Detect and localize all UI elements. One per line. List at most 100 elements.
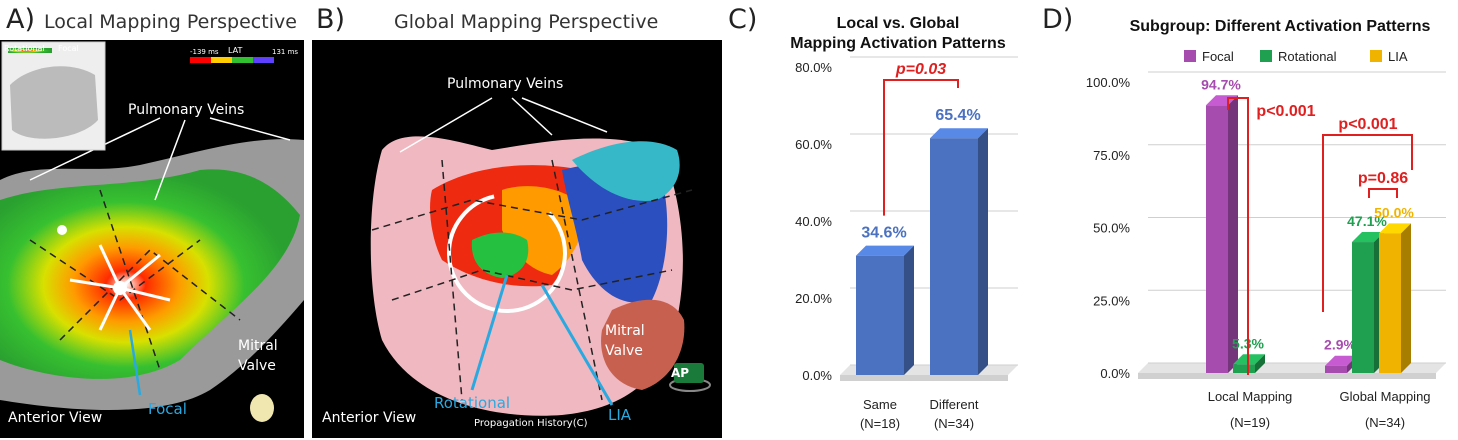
- rotational-label: Rotational: [434, 394, 511, 412]
- chart-d-value-label: 47.1%: [1347, 213, 1387, 229]
- chart-d-pvalue-bracket-1: [1227, 97, 1249, 375]
- chart-c-bar-front: [930, 138, 978, 375]
- ap-orientation-icon: [669, 363, 711, 392]
- chart-c-bar: [856, 245, 914, 375]
- inset-legend-focal: Focal: [58, 44, 79, 53]
- chart-c-title-line1: Local vs. Global: [837, 15, 960, 32]
- local-map-image: [0, 40, 304, 438]
- chart-d-bar: [1206, 95, 1238, 373]
- chart-d-title: Subgroup: Different Activation Patterns: [1130, 18, 1431, 35]
- chart-d-bar: [1379, 223, 1411, 373]
- chart-d-ytick-label: 50.0%: [1093, 221, 1130, 236]
- mitral-valve-label-a-2: Valve: [238, 358, 276, 374]
- panel-d-label: D): [1042, 4, 1074, 35]
- panel-c-label: C): [728, 4, 758, 35]
- chart-d-value-label: 2.9%: [1324, 337, 1356, 353]
- pulmonary-veins-label-b: Pulmonary Veins: [447, 76, 564, 92]
- chart-d: Subgroup: Different Activation Patterns F…: [1086, 18, 1446, 430]
- chart-c: Local vs. Global Mapping Activation Patte…: [790, 15, 1018, 431]
- mitral-valve-label-b-2: Valve: [605, 343, 643, 359]
- chart-d-pvalue-bracket-2: [1322, 134, 1413, 312]
- chart-d-bar-top: [1352, 232, 1384, 243]
- chart-d-bar-front: [1352, 242, 1374, 373]
- chart-d-legend-label: Rotational: [1278, 49, 1337, 64]
- chart-c-bar-side: [978, 128, 988, 375]
- chart-d-pvalue-label-2: p<0.001: [1338, 116, 1397, 133]
- chart-d-value-label: 94.7%: [1201, 76, 1241, 92]
- chart-c-category-label: Same: [863, 397, 897, 412]
- lat-title: LAT: [228, 46, 243, 55]
- chart-d-bar-side: [1255, 354, 1265, 373]
- chart-d-category-n: (N=19): [1230, 415, 1270, 430]
- chart-d-legend-swatch: [1260, 50, 1272, 62]
- chart-d-bar-front: [1379, 233, 1401, 373]
- chart-c-value-label: 65.4%: [935, 107, 980, 124]
- chart-c-bar-top: [856, 245, 914, 256]
- chart-d-legend-label: LIA: [1388, 49, 1408, 64]
- chart-d-ytick-label: 0.0%: [1100, 366, 1130, 381]
- chart-c-ytick-label: 0.0%: [802, 368, 832, 383]
- anterior-view-label-b: Anterior View: [322, 410, 417, 426]
- chart-d-ytick-label: 75.0%: [1093, 148, 1130, 163]
- chart-d-floor-edge: [1138, 373, 1436, 379]
- panel-b-title: Global Mapping Perspective: [394, 11, 659, 33]
- lia-label: LIA: [608, 406, 632, 424]
- chart-c-bar-side: [904, 245, 914, 375]
- panel-a-title: Local Mapping Perspective: [44, 11, 297, 33]
- chart-d-value-label: 50.0%: [1374, 204, 1414, 220]
- panel-a: A) Local Mapping Perspective: [0, 0, 305, 440]
- chart-c-title-line2: Mapping Activation Patterns: [790, 35, 1006, 52]
- chart-d-pvalue-label-3: p=0.86: [1358, 170, 1408, 187]
- inset-legend-rotational: Rotational: [4, 44, 45, 53]
- chart-c-ytick-label: 40.0%: [795, 214, 832, 229]
- chart-c-bar: [930, 128, 988, 375]
- chart-c-category-label: Different: [930, 397, 979, 412]
- chart-d-pvalue-bracket-3: [1368, 188, 1398, 198]
- chart-d-legend-swatch: [1370, 50, 1382, 62]
- rotor-core: [471, 232, 529, 278]
- chart-c-ytick-label: 20.0%: [795, 291, 832, 306]
- chart-d-bar-side: [1228, 95, 1238, 373]
- chart-c-ytick-label: 60.0%: [795, 137, 832, 152]
- mitral-valve-label-b-1: Mitral: [605, 323, 645, 339]
- ap-label: AP: [671, 366, 690, 380]
- chart-d-ytick-label: 25.0%: [1093, 293, 1130, 308]
- activation-heatmap: [0, 169, 300, 379]
- panel-b: B) Global Mapping Perspective: [312, 0, 722, 440]
- chart-c-ytick-label: 80.0%: [795, 60, 832, 75]
- chart-d-pvalue-label-1: p<0.001: [1256, 103, 1315, 120]
- chart-c-bar-front: [856, 255, 904, 375]
- chart-d-legend-swatch: [1184, 50, 1196, 62]
- chart-d-bar-top: [1325, 355, 1357, 366]
- panel-b-label: B): [316, 4, 346, 35]
- chart-d-ytick-label: 100.0%: [1086, 75, 1131, 90]
- chart-c-floor-edge: [840, 375, 1008, 381]
- chart-d-bar-front: [1206, 105, 1228, 373]
- chart-d-legend-label: Focal: [1202, 49, 1234, 64]
- focal-label: Focal: [148, 400, 187, 418]
- focal-arrows: [69, 244, 171, 331]
- chart-d-category-label: Local Mapping: [1208, 389, 1293, 404]
- chart-d-bar-front: [1233, 364, 1255, 373]
- chart-c-category-n: (N=34): [934, 416, 974, 431]
- chart-c-bar-top: [930, 128, 988, 139]
- lat-min: -139 ms: [190, 48, 219, 56]
- anterior-view-label-a: Anterior View: [8, 410, 103, 426]
- chart-c-value-label: 34.6%: [861, 225, 906, 242]
- panel-a-label: A): [6, 4, 36, 35]
- propagation-history-label: Propagation History(C): [474, 418, 588, 429]
- chart-d-category-n: (N=34): [1365, 415, 1405, 430]
- chart-c-pvalue-bracket: [883, 79, 959, 216]
- pulmonary-veins-label-a: Pulmonary Veins: [128, 102, 245, 118]
- heart-orientation-icon: [250, 394, 274, 422]
- panel-d: D) Subgroup: Different Activation Patter…: [1032, 0, 1458, 440]
- panel-c: C) Local vs. Global Mapping Activation Pa…: [726, 0, 1026, 440]
- lat-max: 131 ms: [272, 48, 299, 56]
- chart-c-pvalue-label: p=0.03: [895, 61, 946, 78]
- chart-d-category-label: Global Mapping: [1339, 389, 1430, 404]
- chart-d-bar-front: [1325, 365, 1347, 373]
- mitral-valve-label-a-1: Mitral: [238, 338, 278, 354]
- chart-d-bar-side: [1401, 223, 1411, 373]
- chart-c-category-n: (N=18): [860, 416, 900, 431]
- global-map-image: [312, 40, 722, 438]
